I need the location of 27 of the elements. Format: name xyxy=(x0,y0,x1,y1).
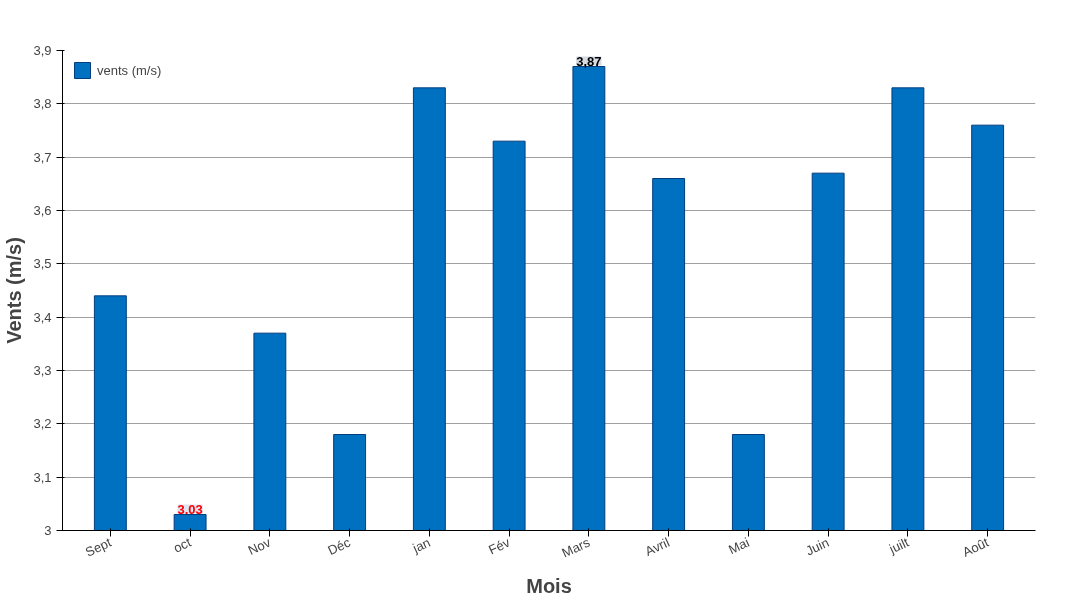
x-tick-label: Fév xyxy=(486,534,513,558)
y-axis-title: Vents (m/s) xyxy=(3,237,26,344)
y-tick-label: 3,8 xyxy=(33,96,52,112)
y-tick-label: 3,5 xyxy=(33,256,52,272)
y-tick-label: 3,9 xyxy=(33,43,52,58)
y-tick-label: 3,4 xyxy=(33,309,52,325)
y-tick-label: 3,2 xyxy=(33,416,52,432)
annotation: 3.03 xyxy=(177,501,203,517)
x-tick-label: Nov xyxy=(245,534,274,559)
x-tick-label: Sept xyxy=(82,534,114,560)
y-tick-label: 3 xyxy=(44,523,52,538)
x-tick-label: Juin xyxy=(803,534,832,559)
x-tick-label: Mai xyxy=(726,534,752,558)
x-axis-title: Mois xyxy=(526,575,572,598)
x-tick-label: oct xyxy=(171,534,194,556)
x-tick-label: jan xyxy=(409,534,433,557)
x-tick-label: Mars xyxy=(559,534,593,561)
legend-label: vents (m/s) xyxy=(97,62,162,78)
x-tick-label: Août xyxy=(960,534,992,560)
x-tick-label: Déc xyxy=(325,534,354,559)
y-tick-label: 3,7 xyxy=(33,149,52,165)
y-tick-label: 3,3 xyxy=(33,363,52,378)
annotation: 3,87 xyxy=(576,53,602,69)
y-tick-label: 3,6 xyxy=(33,203,52,218)
y-tick-label: 3,1 xyxy=(33,469,52,485)
x-tick-label: Avril xyxy=(642,534,672,559)
x-tick-label: juilt xyxy=(886,534,912,557)
